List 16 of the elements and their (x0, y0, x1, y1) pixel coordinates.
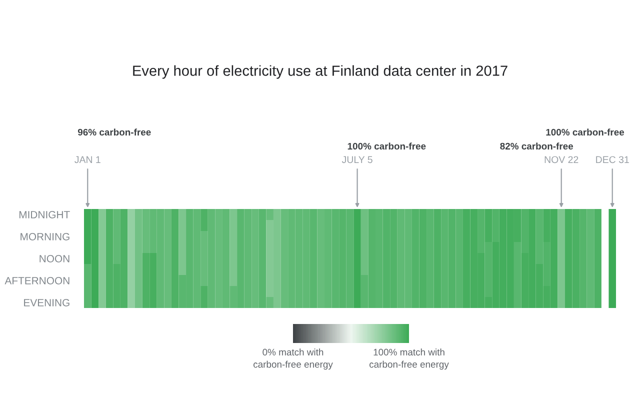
text: 100% carbon-free (348, 142, 426, 150)
chart-title: Every hour of electricity use at Finland data center in 2017 (133, 65, 508, 79)
y-tick-label: NOON (40, 255, 70, 262)
color-bar-label: 100% match with carbon-free energy (370, 348, 449, 370)
x-tick-label: JULY 5 (342, 156, 372, 164)
color-bar-label: 0% match with carbon-free energy (254, 348, 333, 370)
y-tick-label: MORNING (20, 233, 70, 240)
x-tick-label: JAN 1 (74, 156, 100, 164)
x-tick-label: NOV 22 (544, 156, 578, 164)
y-tick-label: MIDNIGHT (19, 211, 70, 218)
x-tick-label: DEC 31 (596, 156, 629, 164)
text: 96% carbon-free (78, 128, 151, 136)
text: 100% carbon-free (546, 128, 624, 136)
y-tick-label: AFTERNOON (4, 277, 70, 284)
text: 82% carbon-free (500, 142, 574, 150)
y-tick-label: EVENING (24, 299, 70, 306)
